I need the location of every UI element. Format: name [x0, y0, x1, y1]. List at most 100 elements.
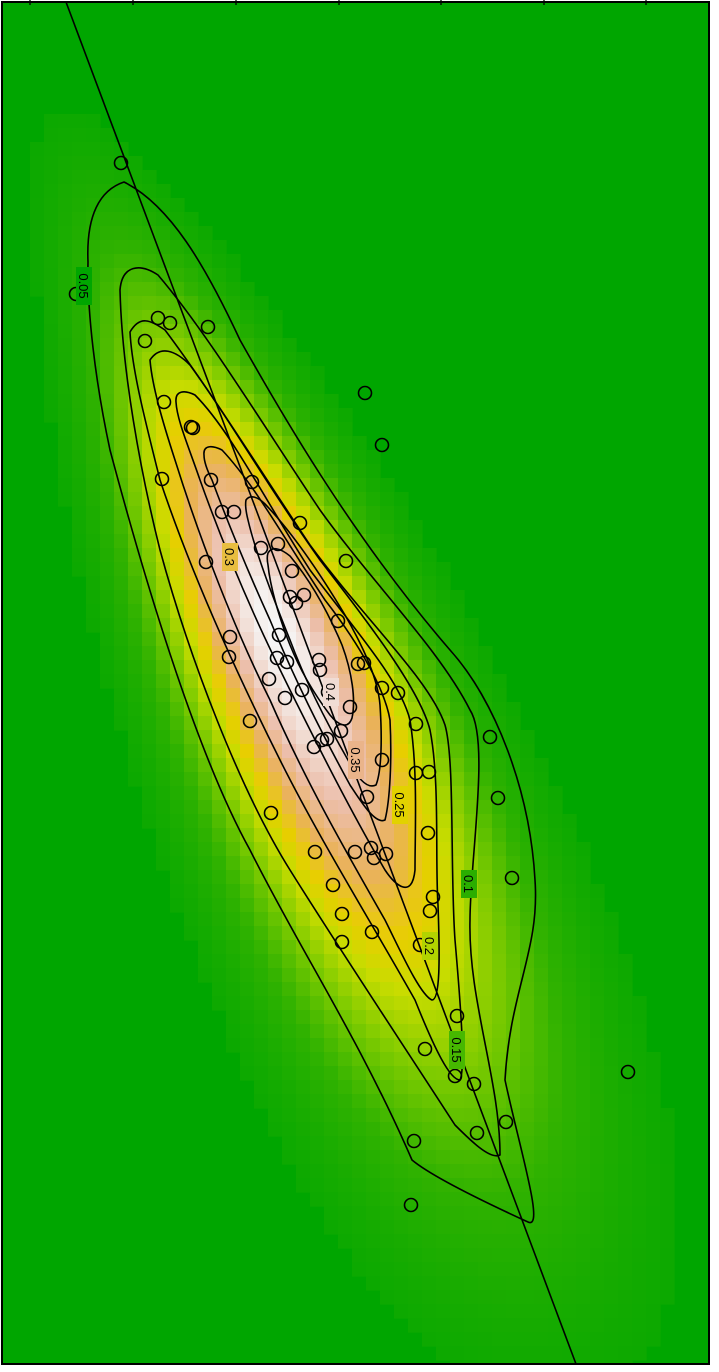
- heatmap-cell: [296, 1164, 311, 1179]
- heatmap-cell: [590, 1052, 605, 1067]
- heatmap-cell: [422, 1220, 437, 1235]
- heatmap-cell: [464, 1276, 479, 1291]
- heatmap-cell: [366, 1010, 381, 1025]
- heatmap-cell: [450, 786, 465, 801]
- heatmap-cell: [212, 926, 227, 941]
- heatmap-cell: [240, 814, 255, 829]
- heatmap-cell: [548, 800, 563, 815]
- heatmap-cell: [450, 1206, 465, 1221]
- heatmap-cell: [282, 1108, 297, 1123]
- heatmap-cell: [310, 604, 325, 619]
- heatmap-cell: [478, 884, 493, 899]
- heatmap-cell: [338, 828, 353, 843]
- heatmap-cell: [86, 534, 101, 549]
- heatmap-cell: [338, 576, 353, 591]
- heatmap-cell: [450, 828, 465, 843]
- heatmap-cell: [198, 772, 213, 787]
- heatmap-cell: [58, 478, 73, 493]
- heatmap-cell: [296, 1010, 311, 1025]
- heatmap-cell: [156, 184, 171, 199]
- heatmap-cell: [380, 660, 395, 675]
- heatmap-cell: [240, 884, 255, 899]
- heatmap-cell: [114, 646, 129, 661]
- heatmap-cell: [72, 422, 87, 437]
- heatmap-cell: [226, 856, 241, 871]
- heatmap-cell: [464, 744, 479, 759]
- heatmap-cell: [282, 674, 297, 689]
- heatmap-cell: [422, 730, 437, 745]
- data-point: [334, 906, 350, 922]
- heatmap-cell: [632, 1318, 647, 1333]
- heatmap-cell: [170, 870, 185, 885]
- heatmap-cell: [492, 702, 507, 717]
- heatmap-cell: [380, 912, 395, 927]
- heatmap-cell: [562, 996, 577, 1011]
- heatmap-cell: [338, 1150, 353, 1165]
- heatmap-cell: [618, 1290, 633, 1305]
- heatmap-cell: [478, 1066, 493, 1081]
- heatmap-cell: [394, 1080, 409, 1095]
- heatmap-cell: [226, 338, 241, 353]
- heatmap-cell: [422, 1276, 437, 1291]
- heatmap-cell: [394, 1052, 409, 1067]
- heatmap-cell: [198, 884, 213, 899]
- heatmap-cell: [268, 366, 283, 381]
- heatmap-cell: [464, 674, 479, 689]
- heatmap-cell: [128, 268, 143, 283]
- heatmap-cell: [114, 240, 129, 255]
- heatmap-cell: [212, 940, 227, 955]
- heatmap-cell: [114, 674, 129, 689]
- heatmap-cell: [534, 1164, 549, 1179]
- heatmap-cell: [604, 1220, 619, 1235]
- heatmap-cell: [254, 828, 269, 843]
- heatmap-cell: [506, 800, 521, 815]
- heatmap-cell: [296, 632, 311, 647]
- heatmap-cell: [478, 688, 493, 703]
- heatmap-cell: [618, 1178, 633, 1193]
- heatmap-cell: [310, 842, 325, 857]
- heatmap-cell: [324, 436, 339, 451]
- heatmap-cell: [58, 170, 73, 185]
- heatmap-cell: [422, 702, 437, 717]
- heatmap-cell: [114, 464, 129, 479]
- heatmap-cell: [156, 688, 171, 703]
- heatmap-cell: [226, 492, 241, 507]
- heatmap-cell: [254, 786, 269, 801]
- contour-label: 0.35: [348, 747, 363, 772]
- heatmap-cell: [604, 1136, 619, 1151]
- heatmap-cell: [282, 996, 297, 1011]
- heatmap-cell: [450, 842, 465, 857]
- data-point: [466, 1076, 482, 1092]
- heatmap-cell: [268, 758, 283, 773]
- heatmap-cell: [646, 1178, 661, 1193]
- heatmap-cell: [338, 436, 353, 451]
- heatmap-cell: [184, 338, 199, 353]
- heatmap-cell: [506, 898, 521, 913]
- heatmap-cell: [380, 996, 395, 1011]
- heatmap-cell: [422, 660, 437, 675]
- heatmap-cell: [366, 590, 381, 605]
- heatmap-cell: [576, 1318, 591, 1333]
- heatmap-cell: [534, 856, 549, 871]
- heatmap-cell: [254, 324, 269, 339]
- heatmap-cell: [660, 1164, 675, 1179]
- heatmap-cell: [212, 674, 227, 689]
- heatmap-cell: [170, 366, 185, 381]
- heatmap-cell: [408, 1206, 423, 1221]
- heatmap-cell: [380, 1164, 395, 1179]
- heatmap-cell: [114, 380, 129, 395]
- heatmap-cell: [156, 506, 171, 521]
- heatmap-cell: [562, 1192, 577, 1207]
- heatmap-cell: [464, 1248, 479, 1263]
- heatmap-cell: [548, 1108, 563, 1123]
- heatmap-cell: [380, 534, 395, 549]
- heatmap-cell: [310, 534, 325, 549]
- data-point: [214, 504, 230, 520]
- heatmap-cell: [338, 1220, 353, 1235]
- heatmap-cell: [618, 1024, 633, 1039]
- heatmap-cell: [72, 352, 87, 367]
- heatmap-cell: [562, 842, 577, 857]
- heatmap-cell: [646, 1150, 661, 1165]
- heatmap-cell: [436, 968, 451, 983]
- heatmap-cell: [240, 758, 255, 773]
